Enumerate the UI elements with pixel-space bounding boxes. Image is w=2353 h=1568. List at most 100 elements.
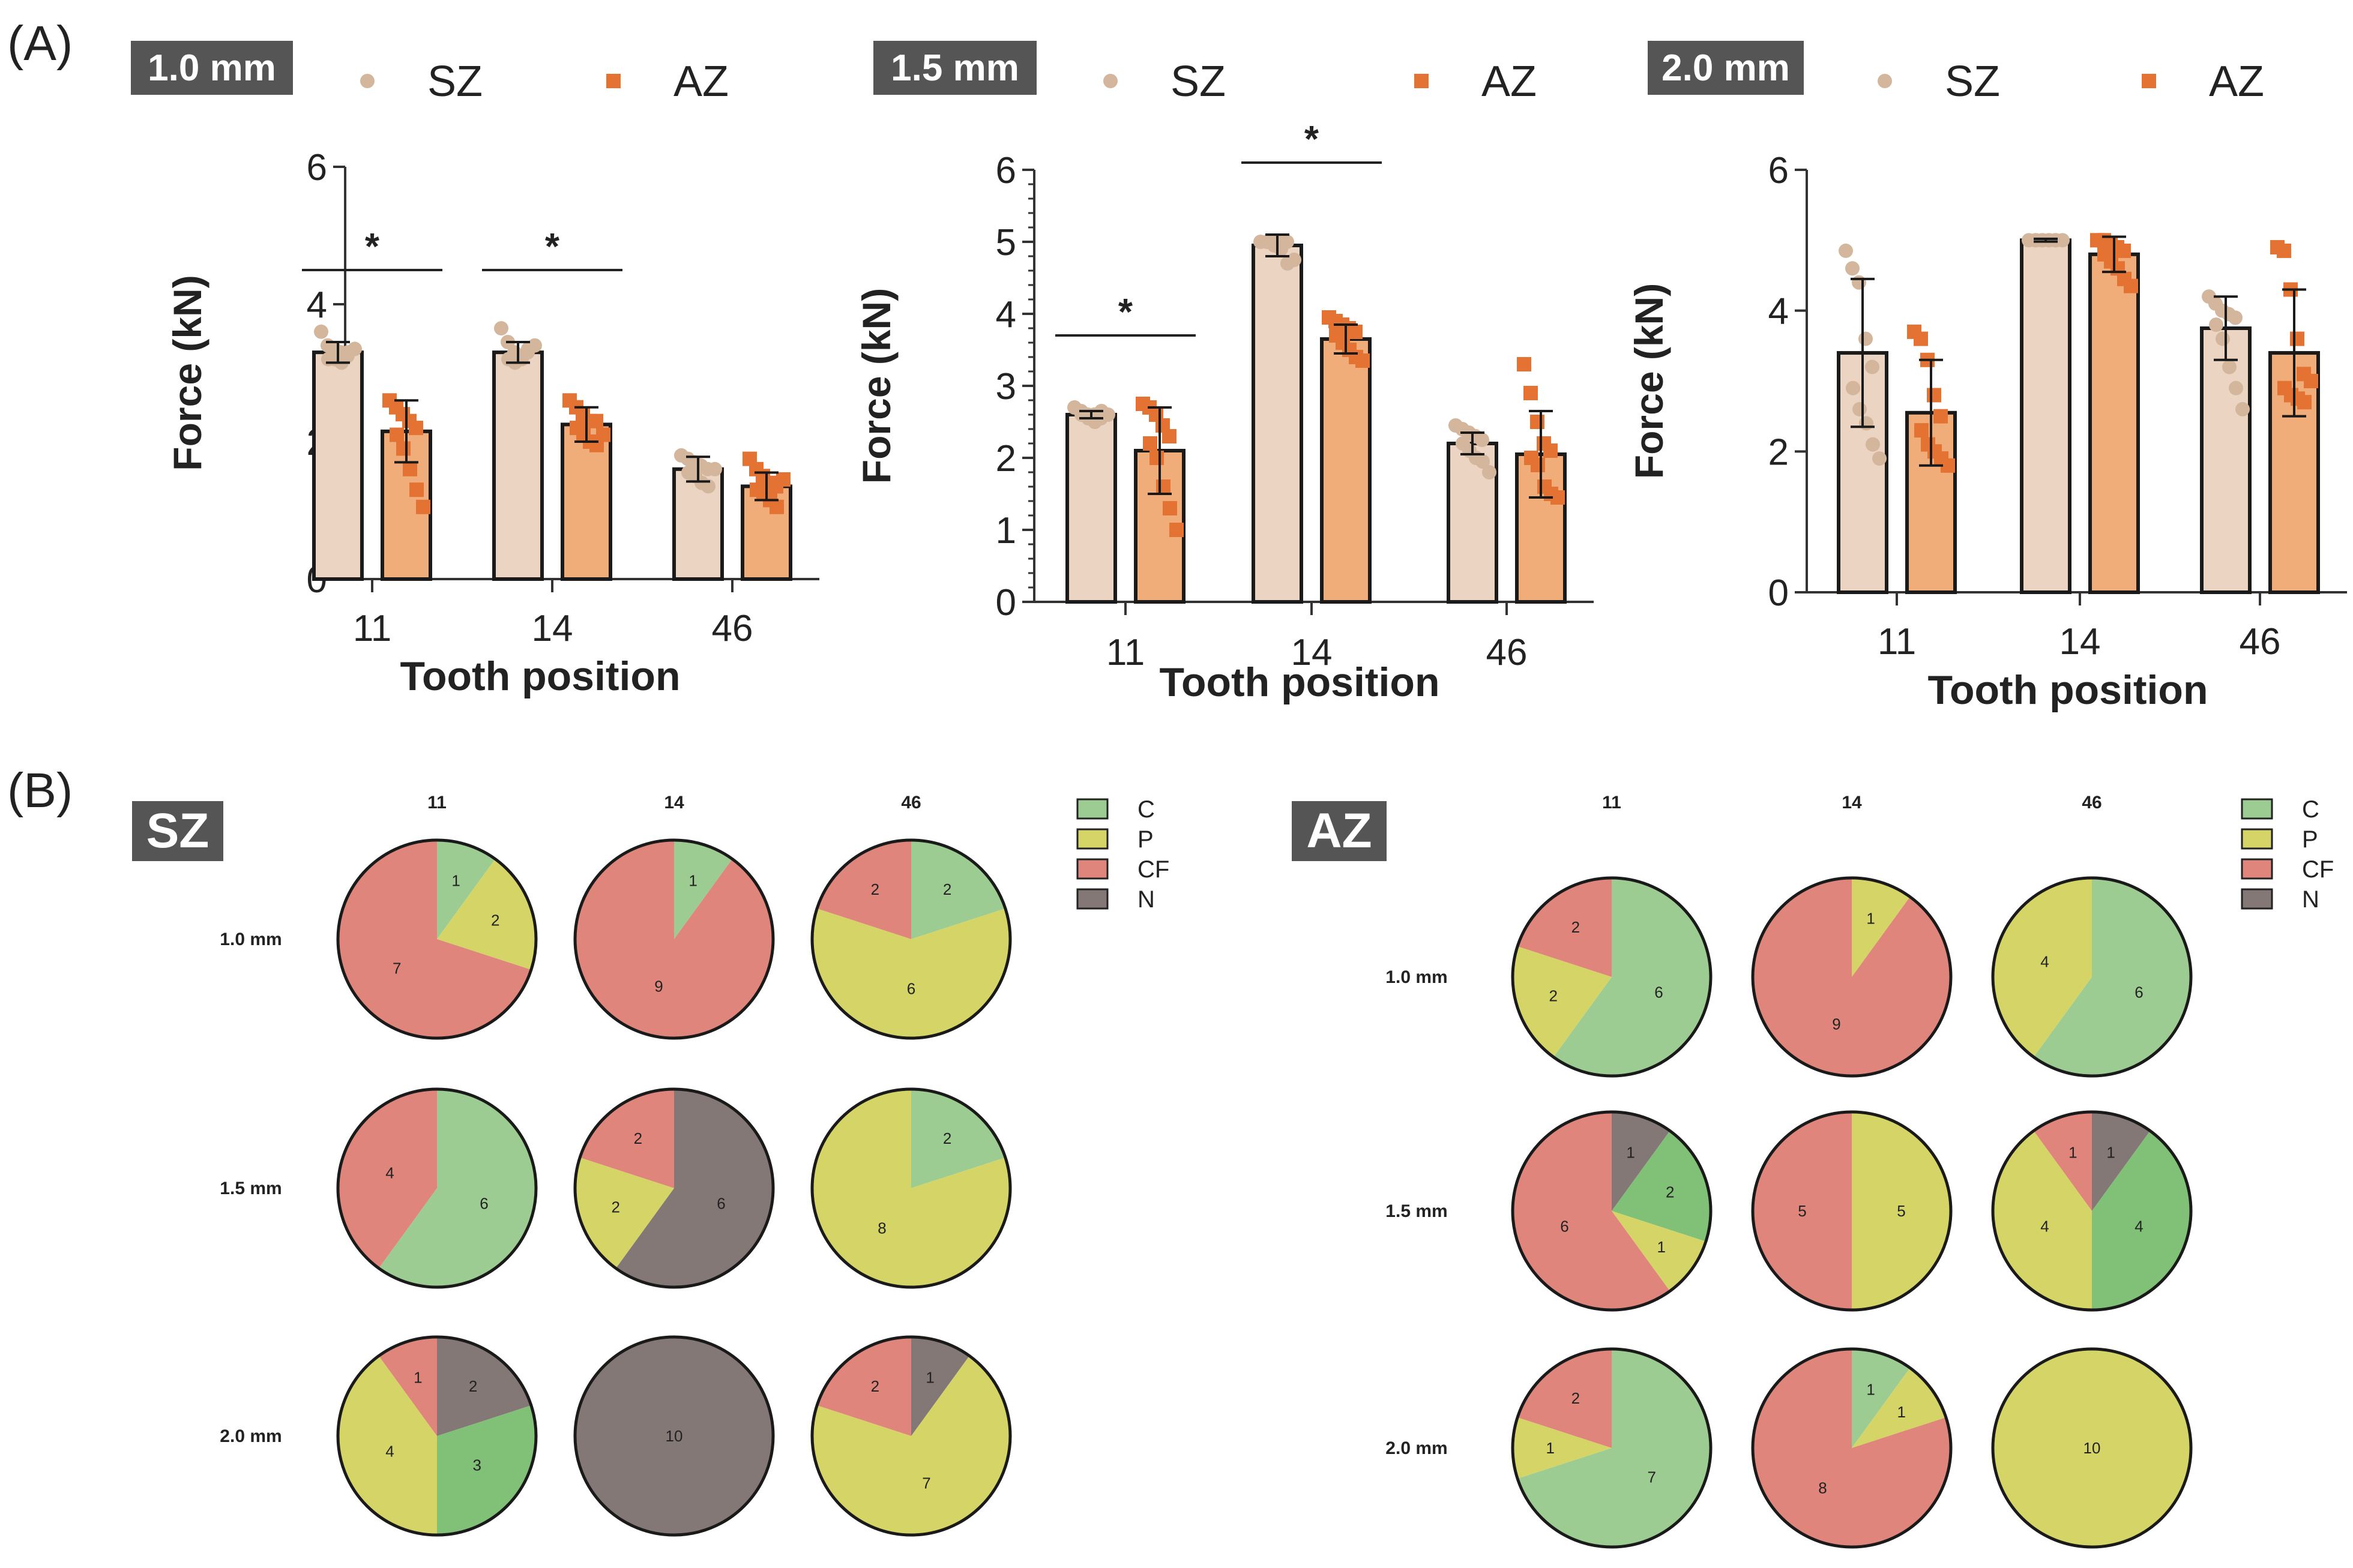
az-data-point bbox=[1927, 388, 1941, 403]
pie-legend-label: C bbox=[1137, 796, 1155, 823]
az-data-point bbox=[1169, 523, 1184, 537]
x-tick-label: 11 bbox=[353, 608, 391, 649]
pie-slice-c bbox=[1553, 877, 1711, 1077]
pie-slice-c bbox=[437, 1405, 536, 1535]
x-tick-label: 11 bbox=[1878, 621, 1916, 662]
sz-data-point bbox=[348, 341, 362, 356]
y-tick-label: 3 bbox=[996, 366, 1016, 407]
pie-slice-c bbox=[1852, 1349, 1910, 1448]
pie-sz-46-1.0mm: 2 6 2 bbox=[810, 838, 1012, 1040]
az-data-point bbox=[390, 427, 404, 442]
az-data-point bbox=[1156, 479, 1170, 494]
pie-slice-label: 6 bbox=[907, 980, 915, 998]
az-data-point bbox=[1143, 436, 1157, 451]
pie-az-11-1.5mm: 1 2 1 6 bbox=[1511, 1110, 1713, 1312]
pie-outline bbox=[1511, 876, 1713, 1078]
pie-legend-label: N bbox=[1137, 886, 1155, 913]
pie-slice-label: 5 bbox=[1798, 1202, 1806, 1220]
pie-slice-label: 1 bbox=[1866, 1381, 1875, 1399]
az-data-point bbox=[589, 413, 603, 428]
legend-sz-label: SZ bbox=[1945, 58, 2000, 106]
pie-badge-background bbox=[1292, 801, 1387, 861]
legend-sz-marker bbox=[360, 74, 375, 88]
sz-data-point bbox=[1482, 465, 1496, 479]
pie-slice-label: 2 bbox=[1549, 987, 1557, 1005]
pie-slice-label: 1 bbox=[688, 872, 697, 890]
pie-legend-swatch-cf bbox=[1076, 858, 1109, 880]
pie-slice-label: 9 bbox=[1832, 1015, 1840, 1033]
pie-slice-label: 2 bbox=[611, 1198, 619, 1216]
sz-bar-14 bbox=[1252, 244, 1303, 604]
pie-slice-p bbox=[575, 1158, 674, 1269]
pie-row-label: 2.0 mm bbox=[1385, 1438, 1447, 1458]
pie-slice-label: 8 bbox=[1818, 1479, 1827, 1497]
pie-slice-n bbox=[911, 1337, 969, 1436]
pie-legend-label: P bbox=[1137, 826, 1154, 853]
pie-outline bbox=[336, 1087, 538, 1289]
pie-sz-11-1.5mm: 64 bbox=[336, 1087, 538, 1289]
pie-slice-p bbox=[1852, 1112, 1951, 1310]
pie-slice-label: 8 bbox=[878, 1219, 886, 1237]
pie-slice-p bbox=[1852, 878, 1910, 977]
pie-slice-p bbox=[337, 1356, 437, 1535]
pie-slice-p bbox=[812, 909, 1010, 1038]
pie-outline bbox=[1991, 1110, 2193, 1312]
pie-slice-cf bbox=[1513, 1112, 1670, 1310]
y-tick-label: 6 bbox=[307, 147, 327, 188]
pie-column-header: 46 bbox=[901, 793, 921, 813]
pie-slice-c bbox=[2092, 1131, 2192, 1310]
az-data-point bbox=[2290, 331, 2304, 346]
pie-badge-label: SZ bbox=[146, 804, 209, 858]
y-tick-label: 4 bbox=[1768, 291, 1789, 332]
pie-slice-cf bbox=[379, 1337, 437, 1436]
pie-slice-label: 6 bbox=[480, 1194, 488, 1212]
pie-slice-cf bbox=[817, 1337, 911, 1436]
pie-slice-label: 2 bbox=[634, 1129, 642, 1147]
pie-outline bbox=[573, 1335, 775, 1537]
x-tick-label: 11 bbox=[1106, 632, 1145, 673]
sz-data-point bbox=[2209, 317, 2223, 332]
pie-legend-label: P bbox=[2302, 826, 2318, 853]
pie-outline bbox=[1511, 1110, 1713, 1312]
sz-data-point bbox=[2222, 359, 2237, 374]
pie-slice-label: 4 bbox=[2040, 1217, 2049, 1235]
pie-slice-label: 6 bbox=[1560, 1217, 1568, 1235]
pie-slice-label: 1 bbox=[926, 1369, 934, 1387]
pie-slice-p bbox=[1513, 1417, 1612, 1479]
pie-slice-c bbox=[379, 1089, 537, 1287]
az-data-point bbox=[1355, 353, 1370, 368]
y-tick-label: 0 bbox=[1768, 572, 1789, 614]
pie-outline bbox=[1511, 1347, 1713, 1549]
pie-column-header: 14 bbox=[664, 793, 684, 813]
badge-label: 1.0 mm bbox=[148, 47, 276, 89]
pie-slice-c bbox=[2034, 877, 2192, 1077]
pie-slice-label: 7 bbox=[393, 959, 401, 977]
pie-slice-cf bbox=[338, 1089, 437, 1269]
pie-slice-c bbox=[1612, 1131, 1711, 1242]
panel-a-label: (A) bbox=[7, 16, 73, 71]
pie-slice-p bbox=[437, 859, 536, 970]
az-data-point bbox=[2116, 243, 2131, 258]
az-data-point bbox=[770, 499, 784, 514]
sz-data-point bbox=[1475, 454, 1490, 469]
significance-star: * bbox=[365, 226, 380, 268]
pie-slice-label: 4 bbox=[385, 1442, 394, 1460]
pie-legend-swatch-cf bbox=[2241, 858, 2273, 880]
y-tick-label: 4 bbox=[307, 284, 327, 326]
pie-legend-swatch-p bbox=[1076, 828, 1109, 850]
az-bar-14 bbox=[2088, 252, 2140, 594]
az-data-point bbox=[2124, 278, 2138, 293]
pie-outline bbox=[573, 1087, 775, 1289]
sz-data-point bbox=[1101, 407, 1115, 422]
pie-slice-label: 2 bbox=[1571, 1389, 1580, 1407]
pie-sz-14-2.0mm: 10 bbox=[573, 1335, 775, 1537]
pie-row-label: 1.5 mm bbox=[220, 1179, 282, 1198]
y-tick-label: 5 bbox=[996, 222, 1016, 263]
pie-slice-n bbox=[616, 1089, 774, 1288]
legend-az-label: AZ bbox=[1481, 58, 1537, 106]
